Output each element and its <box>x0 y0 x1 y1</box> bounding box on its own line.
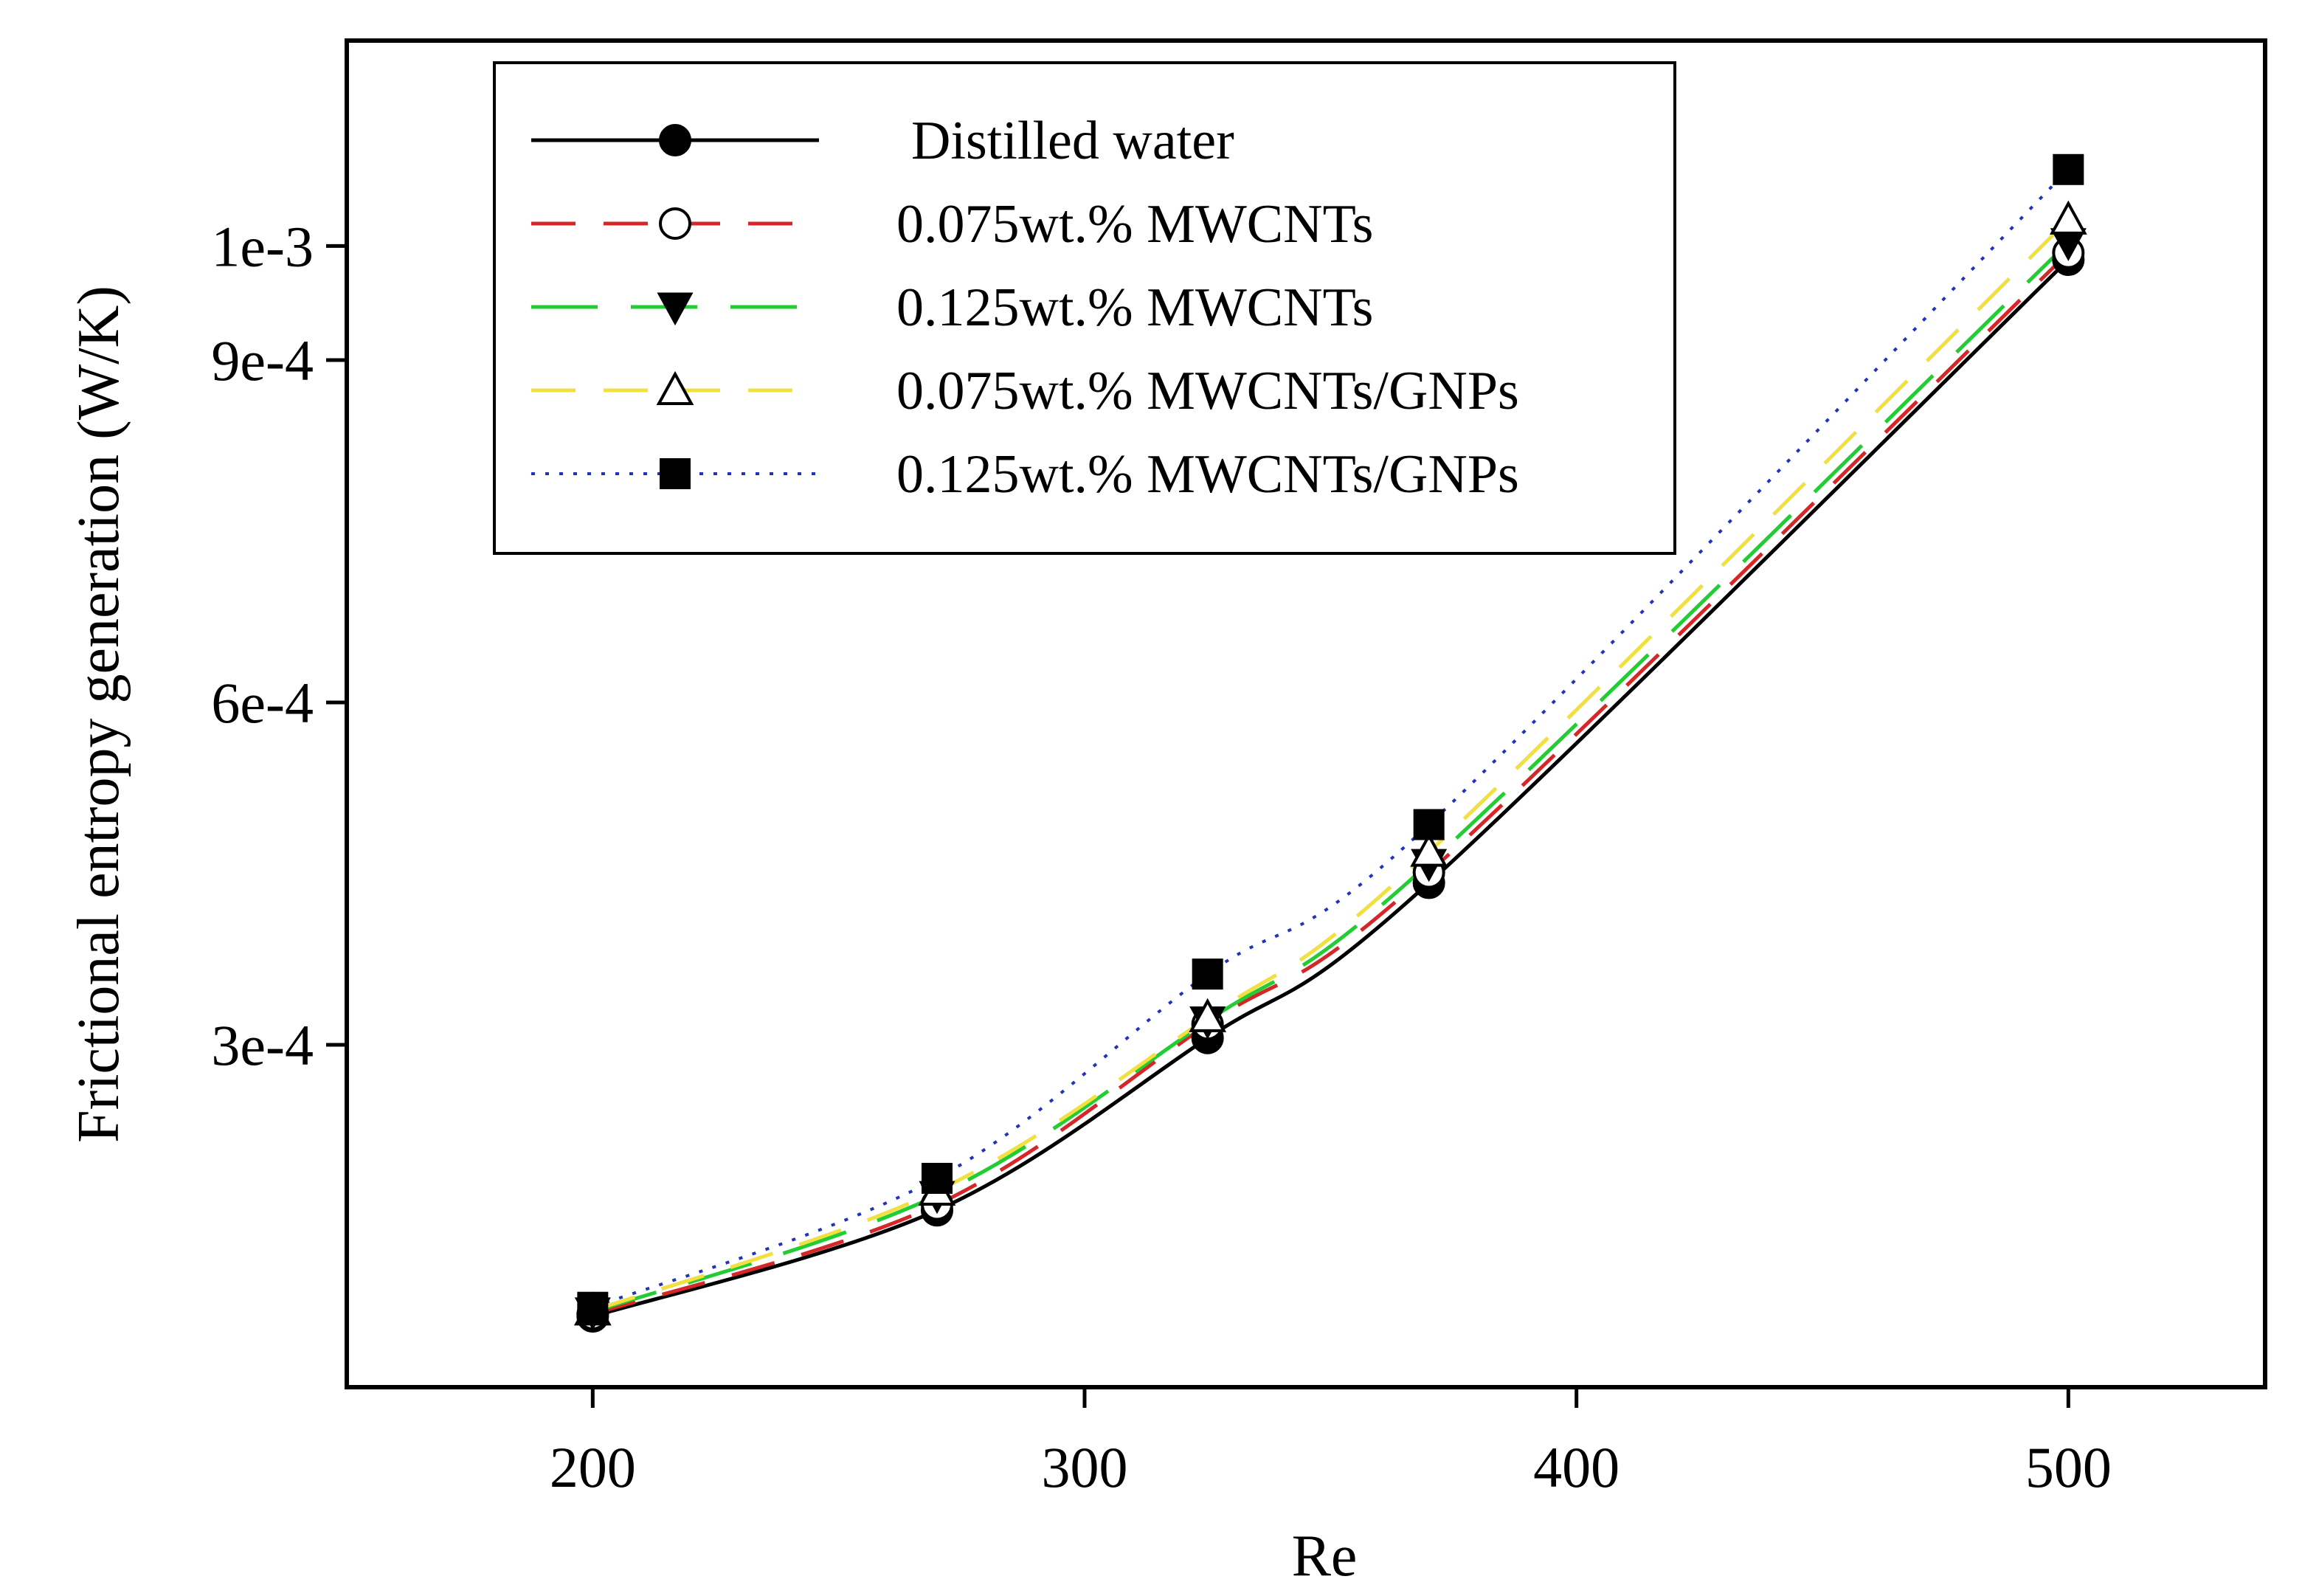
x-tick-label-1: 300 <box>1042 1435 1128 1499</box>
data-point-s4-1 <box>922 1162 953 1194</box>
data-point-s3-4 <box>2049 200 2087 235</box>
plot-area-frame <box>345 38 2267 1389</box>
data-point-s4-0 <box>577 1291 609 1323</box>
x-tick-label-2: 400 <box>1533 1435 1620 1499</box>
legend-label-4: 0.125wt.% MWCNTs/GNPs <box>896 444 1519 505</box>
data-point-s4-4 <box>2053 153 2084 185</box>
series-line-2 <box>592 241 2070 1314</box>
y-tick-label-2: 9e-4 <box>211 328 314 393</box>
series-line-0 <box>592 258 2070 1319</box>
legend-marker-3 <box>656 370 694 405</box>
legend: Distilled water 0.075wt.% MWCNTs 0.125wt.%… <box>493 61 1676 555</box>
y-tick-label-1: 6e-4 <box>211 671 314 735</box>
x-tick-label-0: 200 <box>550 1435 636 1499</box>
series-layer <box>592 168 2070 1319</box>
axes-layer: 200 300 400 500 3e-4 6e-4 9e-4 1e-3 <box>211 214 2111 1499</box>
legend-marker-4 <box>660 458 691 489</box>
y-axis-title: Frictional entropy generation (W/K) <box>66 286 131 1143</box>
y-tick-label-0: 3e-4 <box>211 1013 314 1077</box>
legend-label-2: 0.125wt.% MWCNTs <box>896 277 1373 338</box>
legend-marker-2 <box>657 292 694 326</box>
marker-layer <box>573 153 2087 1333</box>
data-point-s3-2 <box>1189 998 1227 1032</box>
x-tick-label-3: 500 <box>2025 1435 2112 1499</box>
series-line-3 <box>592 218 2070 1313</box>
legend-label-0: Distilled water <box>911 111 1234 171</box>
x-axis-title: Re <box>1292 1524 1358 1589</box>
legend-marker-1 <box>659 207 691 240</box>
y-tick-label-3: 1e-3 <box>211 214 314 278</box>
data-point-s4-2 <box>1192 958 1223 990</box>
data-point-s3-3 <box>1410 832 1448 867</box>
legend-marker-0 <box>659 124 691 156</box>
legend-label-1: 0.075wt.% MWCNTs <box>896 194 1373 255</box>
data-point-s4-3 <box>1413 809 1445 840</box>
series-line-1 <box>592 251 2070 1316</box>
legend-label-3: 0.075wt.% MWCNTs/GNPs <box>896 361 1519 421</box>
